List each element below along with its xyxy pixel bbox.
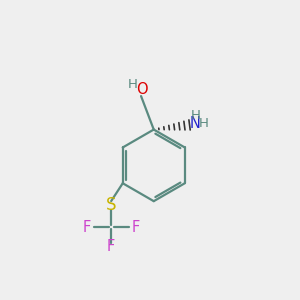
Text: H: H — [190, 109, 200, 122]
Text: S: S — [106, 196, 116, 214]
Text: F: F — [131, 220, 140, 235]
Text: N: N — [190, 116, 201, 131]
Text: O: O — [136, 82, 147, 97]
Text: F: F — [83, 220, 91, 235]
Text: F: F — [107, 239, 115, 254]
Text: H: H — [199, 117, 209, 130]
Text: H: H — [127, 77, 137, 91]
